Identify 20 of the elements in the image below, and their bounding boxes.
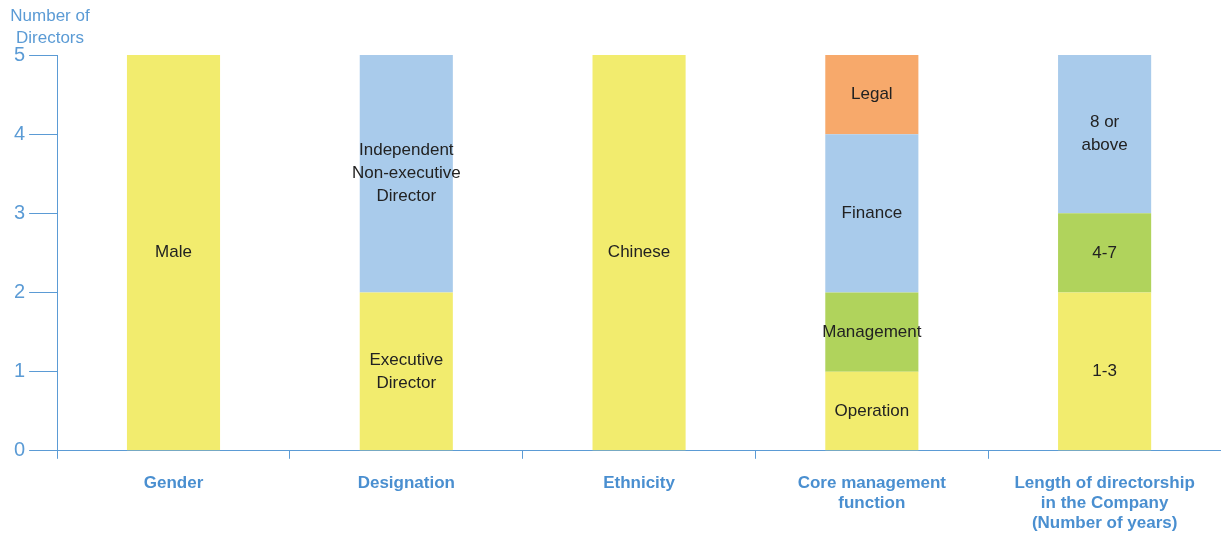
series-label: Independent Non-executive Director [351,140,461,206]
x-tick-label: Gender [143,472,204,492]
x-tick-label: Length of directorship in the Company (Number of years) [1014,472,1195,533]
series-label: 8 or above [1081,112,1128,155]
series-label: 1-3 [1092,361,1117,381]
y-tick-label: 0 [14,438,26,461]
y-tick-label: 3 [14,200,26,223]
series-label: Executive Director [369,349,444,392]
x-tick-label: Core management function [797,472,947,513]
series-label: Operation [834,400,910,420]
y-tick-label: 1 [14,359,26,382]
series-label: Legal [851,84,893,104]
y-tick-label: 4 [14,121,26,144]
series-label: Male [155,242,192,262]
series-label: 4-7 [1092,242,1117,262]
y-tick-label: 2 [14,280,26,302]
x-tick-label: Ethnicity [603,472,676,492]
series-label: Chinese [607,242,671,262]
x-tick-label: Designation [357,472,455,492]
series-label: Finance [841,203,903,223]
